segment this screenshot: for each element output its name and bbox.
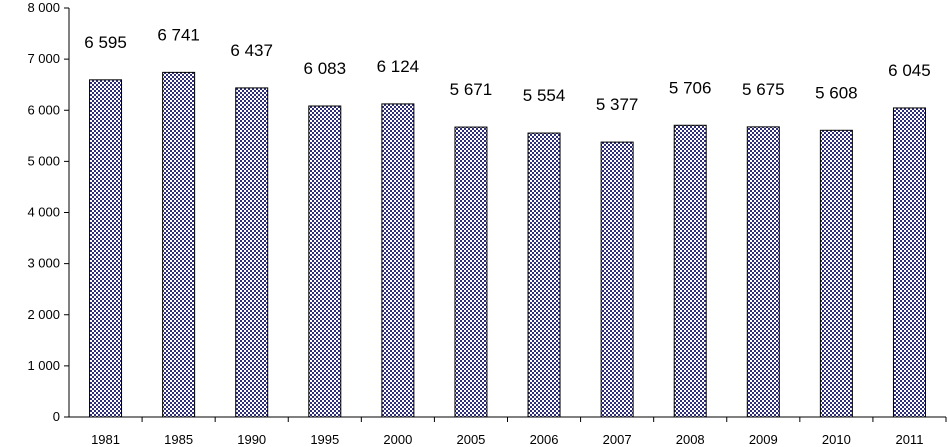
y-tick-label: 0 <box>53 409 60 424</box>
data-label: 6 437 <box>230 41 273 60</box>
data-label: 6 741 <box>157 25 200 44</box>
bar <box>892 107 926 418</box>
y-tick-label: 4 000 <box>27 205 60 220</box>
data-label: 5 554 <box>523 86 566 105</box>
data-label: 6 124 <box>377 57 420 76</box>
x-tick-label: 1985 <box>164 432 193 447</box>
bar <box>381 103 415 418</box>
x-tick-label: 1995 <box>310 432 339 447</box>
data-label: 5 608 <box>815 83 858 102</box>
y-tick-label: 1 000 <box>27 358 60 373</box>
data-label: 5 706 <box>669 78 712 97</box>
x-tick-label: 2008 <box>676 432 705 447</box>
y-tick-label: 8 000 <box>27 0 60 15</box>
y-tick-label: 6 000 <box>27 102 60 117</box>
bar <box>819 129 853 418</box>
data-label: 5 377 <box>596 95 639 114</box>
x-tick-label: 2005 <box>456 432 485 447</box>
data-label: 6 595 <box>84 33 127 52</box>
data-label: 5 675 <box>742 80 785 99</box>
bar <box>527 132 561 418</box>
data-label: 6 083 <box>304 59 347 78</box>
y-axis-ticks: 0 1 000 2 000 3 000 4 000 5 000 6 000 7 000 8 00… <box>27 0 69 424</box>
bar <box>235 87 269 418</box>
y-tick-label: 5 000 <box>27 153 60 168</box>
y-tick-label: 7 000 <box>27 51 60 66</box>
bar <box>673 124 707 418</box>
x-tick-label: 2011 <box>895 432 923 447</box>
x-tick-label: 2000 <box>383 432 412 447</box>
bar <box>600 141 634 418</box>
data-labels-group: 6 595 6 741 6 437 6 083 6 124 5 671 5 554 5 377… <box>84 25 930 114</box>
bar <box>89 79 123 418</box>
y-tick-label: 3 000 <box>27 256 60 271</box>
x-tick-label: 1990 <box>237 432 266 447</box>
y-tick-label: 2 000 <box>27 307 60 322</box>
bar <box>308 105 342 418</box>
x-axis-ticks: 1981 1985 1990 1995 2000 2005 2006 2007 2008 2009… <box>91 417 947 447</box>
bar <box>454 126 488 418</box>
bars-group <box>89 71 926 418</box>
data-label: 6 045 <box>888 61 931 80</box>
x-tick-label: 2006 <box>530 432 559 447</box>
x-tick-label: 2010 <box>822 432 851 447</box>
x-tick-label: 1981 <box>91 432 120 447</box>
bar <box>162 71 196 418</box>
x-tick-label: 2009 <box>749 432 778 447</box>
data-label: 5 671 <box>450 80 493 99</box>
x-tick-label: 2007 <box>603 432 632 447</box>
bar <box>746 126 780 418</box>
